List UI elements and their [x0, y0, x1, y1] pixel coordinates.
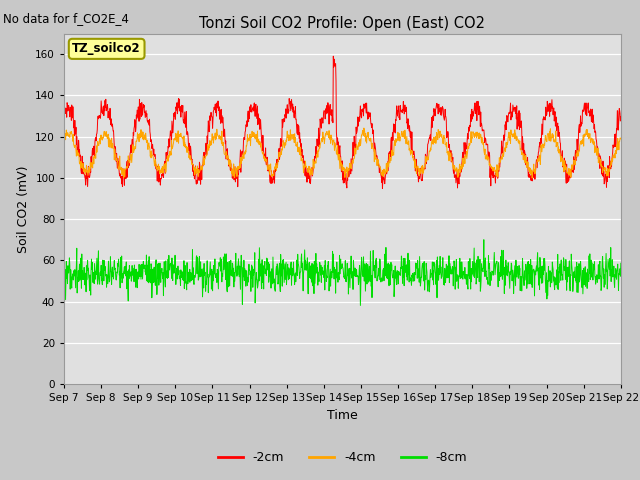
X-axis label: Time: Time: [327, 408, 358, 421]
-2cm: [60, 101, 68, 107]
-8cm: [170, 269, 178, 275]
Line: -2cm: -2cm: [64, 56, 621, 189]
Text: TZ_soilco2: TZ_soilco2: [72, 42, 141, 55]
-4cm: [170, 136, 178, 142]
Line: -4cm: -4cm: [64, 128, 621, 178]
-4cm: [360, 125, 368, 131]
Line: -8cm: -8cm: [64, 240, 621, 305]
Text: No data for f_CO2E_4: No data for f_CO2E_4: [3, 12, 129, 25]
-2cm: [617, 114, 625, 120]
-8cm: [617, 260, 625, 266]
-8cm: [480, 237, 488, 242]
-8cm: [184, 281, 191, 287]
-2cm: [184, 130, 191, 136]
-8cm: [552, 276, 559, 282]
-4cm: [60, 143, 68, 149]
Y-axis label: Soil CO2 (mV): Soil CO2 (mV): [17, 165, 29, 252]
-2cm: [429, 118, 437, 123]
-8cm: [429, 268, 437, 274]
Title: Tonzi Soil CO2 Profile: Open (East) CO2: Tonzi Soil CO2 Profile: Open (East) CO2: [200, 16, 485, 31]
Legend: -2cm, -4cm, -8cm: -2cm, -4cm, -8cm: [212, 446, 472, 469]
-2cm: [379, 186, 387, 192]
-4cm: [429, 138, 437, 144]
-2cm: [330, 53, 337, 59]
-8cm: [356, 302, 364, 308]
-2cm: [170, 113, 178, 119]
-4cm: [529, 175, 536, 181]
-4cm: [184, 144, 191, 150]
-8cm: [246, 272, 254, 278]
-4cm: [617, 136, 625, 142]
-4cm: [502, 140, 509, 146]
-8cm: [60, 250, 68, 256]
-8cm: [502, 272, 510, 278]
-2cm: [552, 123, 559, 129]
-4cm: [552, 137, 559, 143]
-4cm: [246, 131, 254, 137]
-2cm: [246, 104, 254, 109]
-2cm: [502, 127, 510, 132]
